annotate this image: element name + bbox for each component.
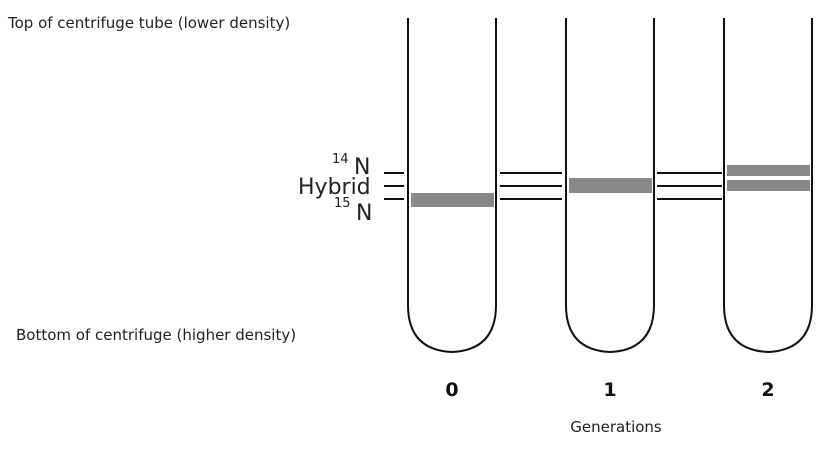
n14-mass-number: 14	[332, 152, 349, 167]
tube-generation-0: 0	[407, 18, 497, 401]
tube-generation-1: 1	[565, 18, 655, 401]
band-14n	[727, 165, 810, 176]
n14-symbol: N	[354, 155, 370, 180]
bottom-of-tube-label: Bottom of centrifuge (higher density)	[16, 326, 296, 344]
tube-generation-2: 2	[723, 18, 813, 401]
n15-mass-number: 15	[334, 196, 351, 211]
band-hybrid	[727, 180, 810, 191]
generation-label: 2	[761, 379, 774, 401]
generation-label: 0	[445, 379, 458, 401]
density-reference-lines	[384, 172, 722, 200]
hybrid-label: Hybrid	[298, 175, 371, 200]
tube-outline	[407, 18, 497, 354]
tube-outline	[723, 18, 813, 354]
n15-symbol: N	[356, 201, 372, 226]
band-hybrid	[569, 178, 652, 193]
band-15n	[411, 193, 494, 207]
tube-outline	[565, 18, 655, 354]
top-of-tube-label: Top of centrifuge tube (lower density)	[7, 14, 290, 32]
generations-caption: Generations	[570, 418, 662, 436]
generation-label: 1	[603, 379, 616, 401]
